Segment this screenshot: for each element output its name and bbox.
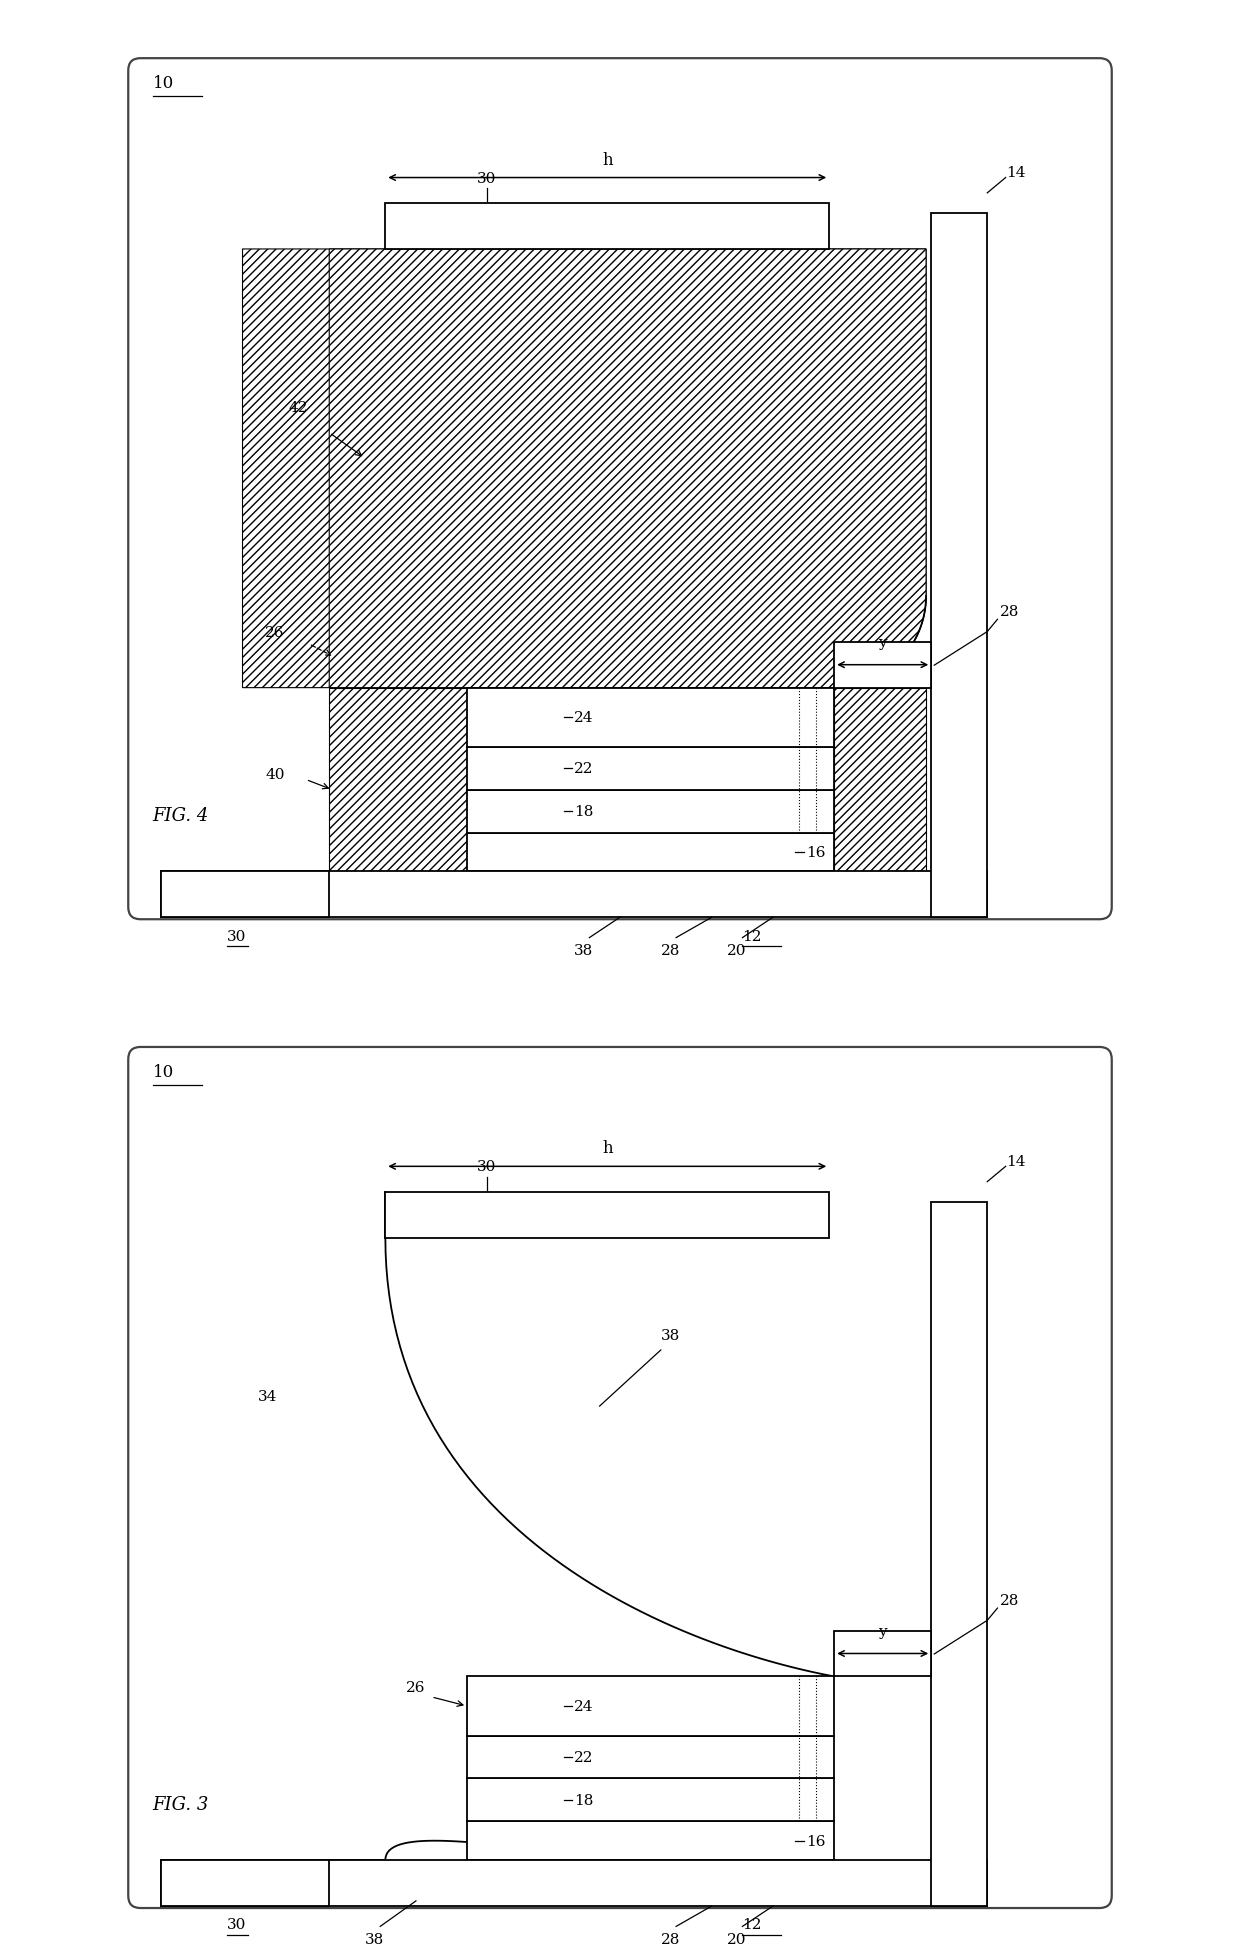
Text: 30: 30: [477, 1161, 496, 1174]
Text: y: y: [878, 636, 887, 650]
Bar: [161, 873, 987, 918]
Text: 24: 24: [574, 1699, 594, 1712]
FancyBboxPatch shape: [128, 1047, 1112, 1908]
Text: 14: 14: [1006, 1155, 1025, 1168]
Bar: [467, 748, 835, 791]
Bar: [931, 1202, 987, 1906]
Bar: [467, 1677, 835, 1736]
Text: 24: 24: [574, 710, 594, 724]
Bar: [161, 1859, 987, 1906]
Bar: [467, 791, 835, 834]
Bar: [386, 204, 830, 250]
Polygon shape: [243, 250, 926, 689]
Text: 10: 10: [153, 74, 174, 92]
Text: 26: 26: [265, 624, 285, 640]
FancyBboxPatch shape: [128, 59, 1112, 920]
Text: 28: 28: [999, 605, 1019, 618]
Text: 16: 16: [806, 845, 825, 859]
Text: 28: 28: [661, 1932, 681, 1945]
Bar: [835, 642, 931, 689]
Bar: [161, 873, 330, 918]
Polygon shape: [835, 689, 926, 873]
Text: 20: 20: [727, 943, 746, 957]
Text: 30: 30: [227, 1918, 247, 1932]
Text: 26: 26: [407, 1679, 425, 1693]
Bar: [467, 689, 835, 748]
Bar: [467, 1822, 835, 1859]
Text: FIG. 4: FIG. 4: [153, 806, 210, 824]
Text: FIG. 3: FIG. 3: [153, 1795, 210, 1812]
Bar: [467, 834, 835, 873]
Bar: [931, 213, 987, 918]
Text: 38: 38: [574, 943, 594, 957]
Text: 20: 20: [727, 1932, 746, 1945]
Bar: [835, 1630, 931, 1677]
Text: 22: 22: [574, 761, 594, 775]
Text: 22: 22: [574, 1750, 594, 1763]
Text: 30: 30: [477, 172, 496, 186]
Text: 16: 16: [806, 1834, 825, 1847]
Text: h: h: [601, 1139, 613, 1157]
Text: 38: 38: [661, 1329, 680, 1343]
Text: 38: 38: [365, 1932, 384, 1945]
Bar: [161, 1859, 330, 1906]
Bar: [467, 1779, 835, 1822]
Text: 18: 18: [574, 804, 594, 818]
Bar: [386, 1192, 830, 1239]
Text: 18: 18: [574, 1793, 594, 1806]
Text: 40: 40: [265, 767, 285, 783]
Text: 34: 34: [258, 1389, 278, 1403]
Text: 30: 30: [227, 930, 247, 943]
Bar: [467, 1736, 835, 1779]
Text: 14: 14: [1006, 166, 1025, 180]
Text: y: y: [878, 1624, 887, 1638]
Polygon shape: [330, 689, 467, 873]
Text: 10: 10: [153, 1063, 174, 1080]
Text: 28: 28: [661, 943, 681, 957]
Text: 12: 12: [743, 1918, 761, 1932]
Polygon shape: [330, 250, 926, 689]
Text: 12: 12: [743, 930, 761, 943]
Text: h: h: [601, 151, 613, 168]
Text: 42: 42: [289, 401, 309, 415]
Text: 28: 28: [999, 1593, 1019, 1607]
